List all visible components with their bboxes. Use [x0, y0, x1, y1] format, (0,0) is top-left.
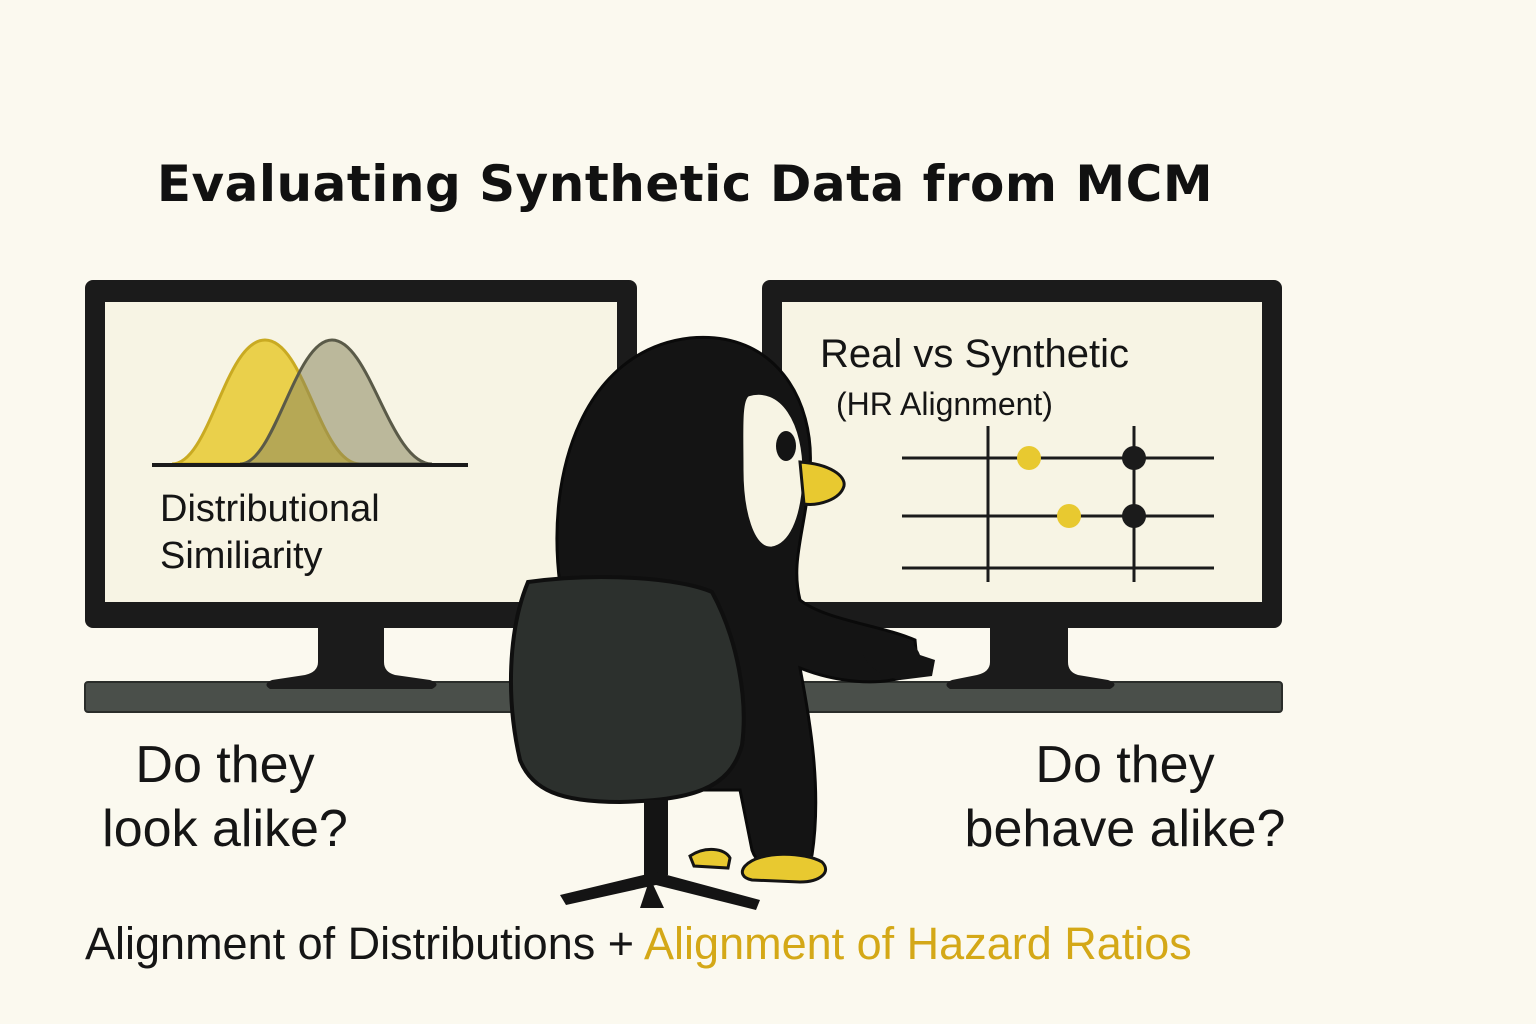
left-screen-label-line2: Similiarity [160, 535, 323, 577]
left-question-line1: Do they [135, 736, 315, 794]
dot-plot-chart [902, 426, 1214, 582]
left-question-line2: look alike? [102, 800, 348, 858]
left-question: Do they look alike? [70, 733, 380, 861]
bottom-caption-part2: Alignment of Hazard Ratios [644, 918, 1192, 969]
left-screen-label-line1: Distributional [160, 488, 380, 530]
office-chair [508, 575, 760, 910]
real-hr-point [1122, 446, 1146, 470]
right-screen-title: Real vs Synthetic [820, 332, 1130, 376]
page-title: Evaluating Synthetic Data from MCM [156, 155, 1214, 213]
bell-curve-chart [152, 338, 468, 467]
penguin-foot [688, 848, 732, 870]
penguin-beak [798, 460, 846, 506]
penguin-eye [776, 431, 796, 461]
penguin-foot [740, 852, 828, 884]
bottom-caption: Alignment of Distributions + Alignment o… [85, 918, 1192, 970]
right-question-line2: behave alike? [964, 800, 1286, 858]
right-question-line1: Do they [1035, 736, 1215, 794]
right-question: Do they behave alike? [945, 733, 1305, 861]
right-screen-subtitle: (HR Alignment) [836, 386, 1053, 422]
bottom-caption-part1: Alignment of Distributions + [85, 918, 645, 969]
synthetic-distribution-curve [239, 338, 433, 466]
synthetic-hr-point [1057, 504, 1081, 528]
synthetic-hr-point [1017, 446, 1041, 470]
real-hr-point [1122, 504, 1146, 528]
